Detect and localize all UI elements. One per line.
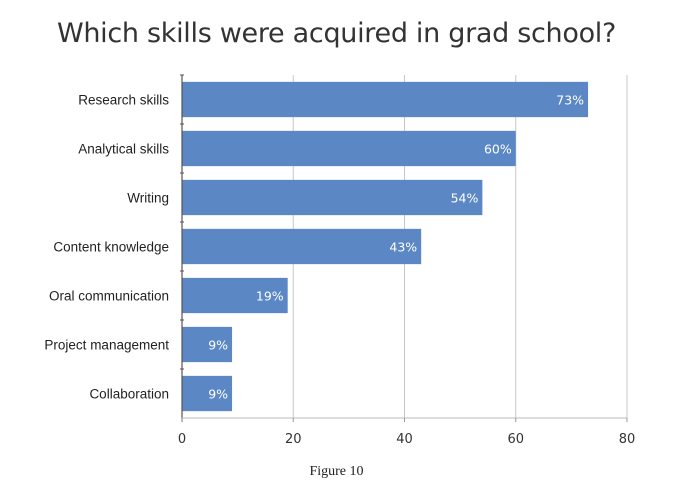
data-label: 9% [208,387,228,402]
x-tick-label: 40 [396,432,413,447]
axes [180,74,628,422]
bars [182,81,589,412]
category-label: Project management [44,338,169,353]
data-label: 43% [389,240,417,255]
bar [182,179,483,216]
x-tick-label: 60 [507,432,524,447]
bar [182,130,516,167]
category-label: Writing [127,191,169,206]
bar [182,81,589,118]
bar [182,326,233,363]
bar [182,375,233,412]
data-label: 60% [484,142,512,157]
category-label: Content knowledge [53,240,169,255]
category-label: Collaboration [89,387,169,402]
bar [182,277,288,314]
x-tick-label: 20 [285,432,302,447]
bar-chart: 0 20 40 60 80 Research skills 73% Analytical sk… [44,74,635,448]
data-label: 54% [451,191,479,206]
x-tick-label: 80 [619,432,636,447]
figure-caption: Figure 10 [309,464,364,479]
data-label: 73% [556,93,584,108]
category-label: Research skills [78,93,169,108]
category-label: Oral communication [49,289,169,304]
category-label: Analytical skills [78,142,169,157]
data-label: 19% [256,289,284,304]
labels: 0 20 40 60 80 Research skills 73% Analytical sk… [44,93,635,448]
chart-title: Which skills were acquired in grad schoo… [56,18,617,49]
x-tick-label: 0 [178,432,186,447]
bar [182,228,422,265]
data-label: 9% [208,338,228,353]
